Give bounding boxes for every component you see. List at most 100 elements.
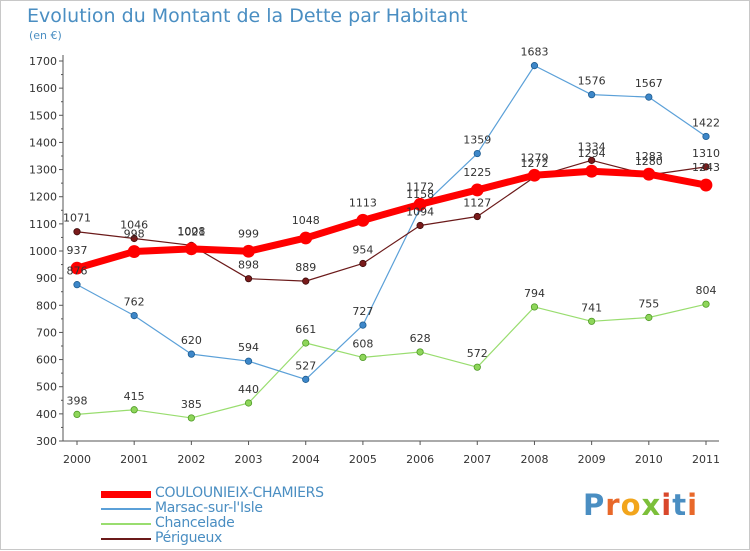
series-1-label-6: 1158 [406,188,434,201]
series-3-label-5: 954 [352,243,373,256]
series-2-point-1 [130,406,138,414]
y-tick-label-14: 1700 [29,55,57,68]
series-0-point-10 [642,167,656,181]
series-3-label-10: 1280 [635,155,663,168]
series-3-point-7 [473,212,481,221]
series-1-label-1: 762 [124,296,145,309]
logo-letter-6: i [687,488,699,522]
x-tick-label-9: 2009 [578,453,606,466]
y-tick-label-6: 900 [36,272,57,285]
series-0-label-8: 1279 [520,151,548,164]
series-1-point-0 [73,281,81,289]
y-tick-label-11: 1400 [29,136,57,149]
series-1-point-5 [359,321,367,329]
series-3-point-1 [130,234,138,243]
chart-title: Evolution du Montant de la Dette par Hab… [27,5,468,27]
x-tick-label-10: 2010 [635,453,663,466]
series-0-label-7: 1225 [463,166,491,179]
y-tick-label-10: 1300 [29,164,57,177]
unit-label: (en €) [29,29,62,42]
series-3-point-4 [302,277,310,285]
series-0-label-0: 937 [67,244,88,257]
series-0-point-11 [699,178,713,192]
legend-label-1: Marsac-sur-l'Isle [155,500,263,516]
series-3-point-3 [244,275,253,283]
logo-letter-1: r [605,488,621,522]
series-3-label-7: 1127 [463,197,491,210]
series-0-label-1: 998 [124,228,145,241]
x-tick-label-3: 2003 [235,453,263,466]
y-tick-label-2: 500 [36,381,57,394]
y-tick-label-12: 1500 [29,109,57,122]
x-tick-label-8: 2008 [520,453,548,466]
series-2-label-0: 398 [67,394,88,407]
series-3-label-9: 1334 [578,140,606,153]
series-1-label-4: 527 [295,359,316,372]
x-tick-label-7: 2007 [463,453,491,466]
series-2-point-11 [702,300,710,308]
series-2-point-6 [416,348,424,356]
series-2-point-3 [244,399,253,407]
y-tick-label-3: 600 [36,354,57,367]
series-3-label-6: 1094 [406,205,434,218]
series-0-label-5: 1113 [349,196,377,209]
x-tick-label-0: 2000 [63,453,91,466]
series-2-point-7 [473,363,481,371]
series-1-point-11 [702,132,710,141]
series-2-point-4 [302,339,310,347]
legend-swatch-3 [101,538,151,540]
x-tick-label-11: 2011 [692,453,720,466]
series-1-label-0: 876 [67,265,88,278]
series-line-3 [76,159,707,282]
series-3-label-11: 1310 [692,147,720,160]
x-tick-label-1: 2001 [120,453,148,466]
series-2-point-5 [359,353,367,361]
series-3-label-0: 1071 [63,212,91,225]
series-0-label-11: 1243 [692,161,720,174]
x-tick-label-4: 2004 [292,453,320,466]
y-tick-label-7: 1000 [29,245,57,258]
logo-letter-3: x [641,488,662,522]
series-2-label-4: 661 [295,323,316,336]
series-2-point-9 [588,317,596,325]
series-3-point-11 [702,163,710,171]
series-0-point-5 [356,213,370,227]
series-2-label-11: 804 [696,284,717,297]
y-tick-label-5: 800 [36,299,57,312]
series-0-label-9: 1294 [578,147,606,160]
legend-swatch-1 [101,508,151,510]
series-0-point-3 [242,244,255,258]
series-2-label-3: 440 [238,383,259,396]
series-3-label-3: 898 [238,259,259,272]
series-2-label-1: 415 [124,390,145,403]
series-2-point-2 [187,414,195,422]
series-3-point-9 [588,156,596,164]
legend-swatch-2 [101,523,151,525]
x-tick-label-2: 2002 [177,453,205,466]
y-tick-label-1: 400 [36,408,57,421]
logo-letter-2: o [620,488,642,522]
series-2-point-8 [530,303,539,311]
series-2-label-6: 628 [410,332,431,345]
series-1-label-7: 1359 [463,134,491,147]
logo-letter-5: t [672,488,688,522]
series-0-label-10: 1283 [635,150,663,163]
series-2-point-10 [645,313,653,322]
logo-letter-4: i [661,488,673,522]
legend-label-3: Périgueux [155,530,223,546]
series-3-point-5 [359,259,367,268]
logo-letter-0: P [583,488,606,522]
series-3-label-8: 1272 [520,157,548,170]
series-2-label-5: 608 [352,337,373,350]
series-line-1 [76,65,707,380]
series-2-label-7: 572 [467,347,488,360]
series-2-label-8: 794 [524,287,545,300]
series-0-point-4 [299,231,313,245]
legend-label-2: Chancelade [155,515,235,531]
series-line-0 [76,167,707,272]
series-3-point-6 [416,221,424,230]
y-tick-label-8: 1100 [29,218,57,231]
x-tick-label-5: 2005 [349,453,377,466]
series-0-point-7 [470,183,484,197]
